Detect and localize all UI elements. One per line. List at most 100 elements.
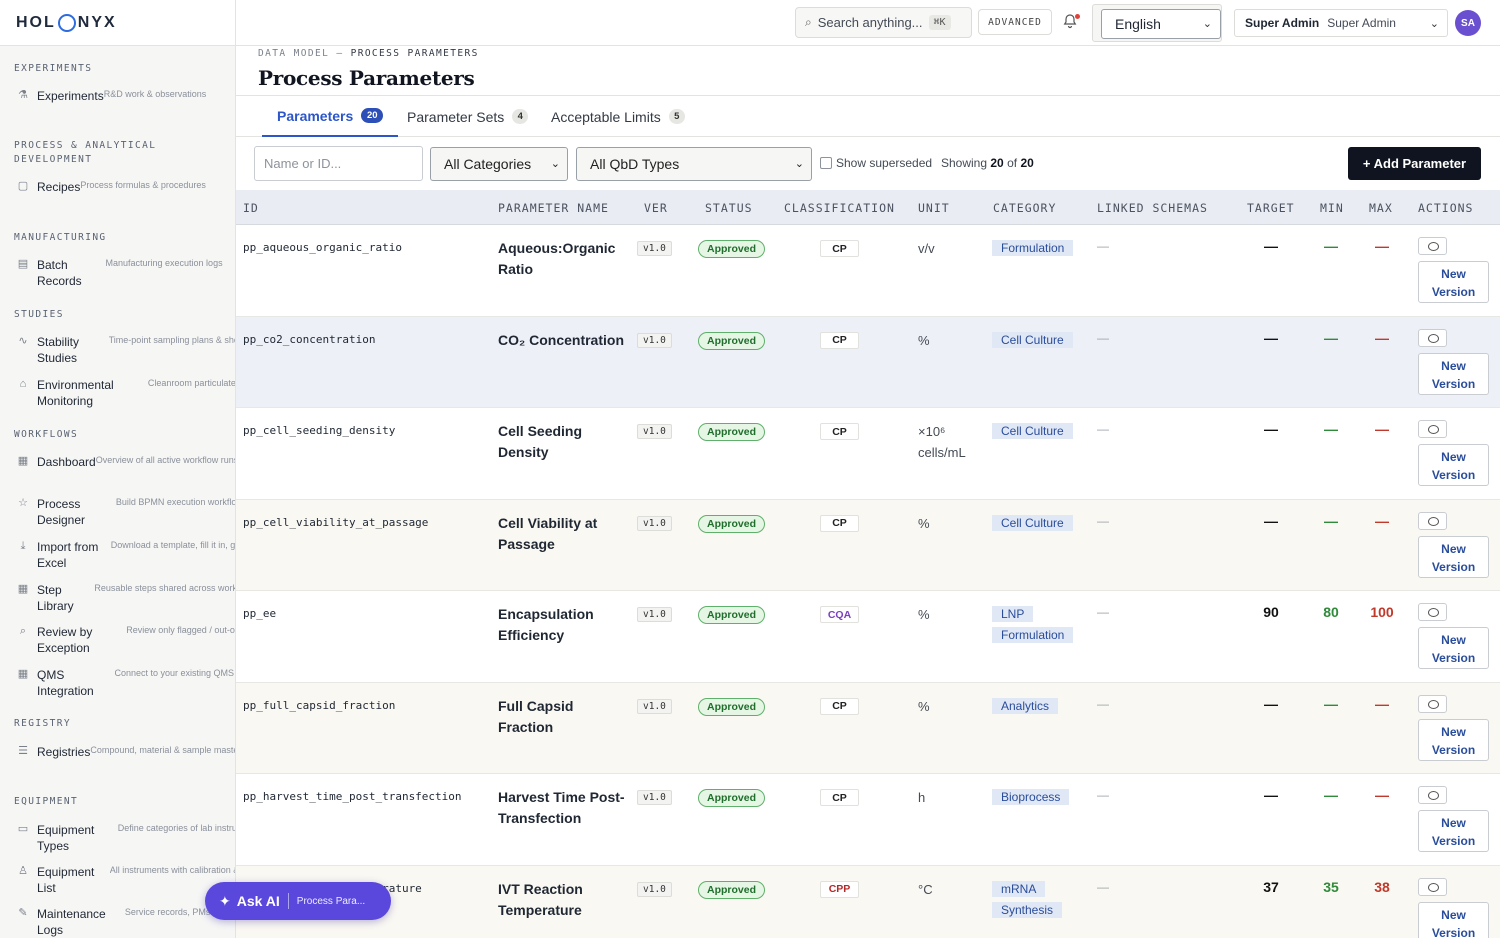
status-badge: Approved: [698, 331, 766, 350]
new-version-button[interactable]: New Version: [1418, 901, 1489, 938]
param-name[interactable]: CO₂ Concentration: [498, 331, 624, 348]
col-ver[interactable]: VER: [644, 201, 668, 215]
sidebar-item-experiments[interactable]: ⚗ Experiments R&D work & observations: [14, 88, 235, 104]
table-row[interactable]: pp_cell_viability_at_passage Cell Viabili…: [236, 499, 1500, 591]
sidebar-item-qms-integration[interactable]: ▦ QMS Integration Connect to your existing…: [14, 667, 235, 699]
name-or-id-input[interactable]: Name or ID...: [254, 146, 423, 181]
avatar[interactable]: SA: [1455, 10, 1481, 36]
top-bar: ⌕ Search anything... ⌘K ADVANCED English…: [236, 0, 1500, 46]
sidebar-item-equipment-types[interactable]: ▭ Equipment Types Define categories of lab…: [14, 822, 235, 854]
param-id[interactable]: pp_aqueous_organic_ratio: [243, 241, 402, 254]
bell-icon: [1063, 14, 1077, 29]
user-menu[interactable]: Super Admin Super Admin ⌄: [1234, 9, 1448, 37]
param-id[interactable]: pp_cell_viability_at_passage: [243, 515, 429, 529]
chevron-down-icon: ⌄: [1429, 18, 1439, 30]
view-eye-icon[interactable]: [1418, 328, 1447, 347]
view-eye-icon[interactable]: [1418, 420, 1447, 438]
app-logo[interactable]: HOL NYX: [0, 0, 235, 46]
col-status[interactable]: STATUS: [705, 201, 753, 215]
tab-parameter-sets[interactable]: Parameter Sets 4: [407, 96, 529, 137]
sidebar-item-import-from-excel[interactable]: ⤓ Import from Excel Download a template, f…: [14, 539, 235, 571]
sidebar-item-stability-studies[interactable]: ∿ Stability Studies Time-point sampling pl…: [14, 334, 235, 366]
col-unit[interactable]: UNIT: [918, 201, 950, 215]
view-eye-icon[interactable]: [1418, 603, 1447, 621]
notifications-bell-icon[interactable]: [1062, 13, 1082, 33]
col-linked-schemas[interactable]: LINKED SCHEMAS: [1097, 201, 1208, 215]
param-name[interactable]: Cell Seeding Density: [498, 423, 583, 460]
col-target[interactable]: TARGET: [1247, 201, 1295, 215]
param-id[interactable]: pp_co2_concentration: [243, 332, 376, 346]
show-superseded-label[interactable]: Show superseded: [836, 156, 933, 170]
param-name[interactable]: Aqueous:Organic Ratio: [498, 240, 616, 277]
sidebar-item-equipment-list[interactable]: ♙ Equipment List All instruments with cali…: [14, 864, 235, 896]
col-parameter-name[interactable]: PARAMETER NAME: [498, 201, 609, 215]
col-category[interactable]: CATEGORY: [993, 201, 1057, 215]
new-version-button[interactable]: New Version: [1418, 627, 1489, 669]
view-eye-icon[interactable]: [1418, 511, 1447, 530]
table-row[interactable]: pp_ee Encapsulation Efficiency v1.0 Approve…: [236, 591, 1500, 683]
table-row[interactable]: pp_co2_concentration CO₂ Concentration v1.…: [236, 316, 1500, 408]
col-max[interactable]: MAX: [1369, 201, 1393, 215]
param-id[interactable]: pp_ee: [243, 607, 277, 620]
sidebar-item-step-library[interactable]: ▦ Step Library Reusable steps shared acros…: [14, 582, 235, 614]
sidebar-item-environmental-monitoring[interactable]: ⌂ Environmental Monitoring Cleanroom parti…: [14, 377, 235, 409]
briefcase-icon: ▭: [17, 823, 29, 835]
param-name[interactable]: Full Capsid Fraction: [498, 697, 574, 735]
param-id[interactable]: pp_harvest_time_post_transfection: [243, 790, 462, 803]
param-unit: °C: [918, 881, 933, 897]
wrench-icon: ✎: [18, 907, 28, 919]
new-version-button[interactable]: New Version: [1418, 352, 1489, 395]
version-badge: v1.0: [637, 424, 672, 439]
breadcrumb-root[interactable]: DATA MODEL: [258, 48, 330, 59]
col-id[interactable]: ID: [243, 201, 259, 215]
category-select[interactable]: All Categories ⌄: [430, 147, 568, 181]
add-parameter-button[interactable]: + Add Parameter: [1348, 147, 1481, 180]
param-id[interactable]: pp_cell_seeding_density: [243, 424, 396, 437]
sidebar-item-batch-records[interactable]: ▤ Batch Records Manufacturing execution lo…: [14, 257, 235, 289]
new-version-button[interactable]: New Version: [1418, 718, 1489, 761]
new-version-button[interactable]: New Version: [1418, 261, 1489, 303]
tab-bar: Parameters 20 Parameter Sets 4 Acceptabl…: [236, 95, 1500, 137]
view-eye-icon[interactable]: [1418, 877, 1447, 896]
tab-acceptable-limits[interactable]: Acceptable Limits 5: [551, 96, 685, 137]
table-row[interactable]: pp_ivt_reaction_temperatureIVT Reaction …: [236, 865, 1500, 938]
view-eye-icon[interactable]: [1418, 694, 1447, 713]
ask-ai-divider: [287, 893, 289, 909]
table-row[interactable]: pp_cell_seeding_density Cell Seeding Dens…: [236, 408, 1500, 500]
tab-parameters[interactable]: Parameters 20: [262, 96, 399, 137]
new-version-button[interactable]: New Version: [1418, 444, 1489, 486]
sidebar-item-label: Import from Excel: [37, 540, 99, 570]
sidebar-item-dashboard[interactable]: ▦ Dashboard Overview of all active workflo…: [14, 454, 235, 470]
show-superseded-checkbox[interactable]: [820, 157, 832, 169]
table-row[interactable]: pp_aqueous_organic_ratio Aqueous:Organic …: [236, 225, 1500, 317]
table-row[interactable]: pp_harvest_time_post_transfection Harvest…: [236, 774, 1500, 866]
sidebar-item-registries[interactable]: ☰ Registries Compound, material & sample m…: [14, 744, 235, 760]
qbd-type-select[interactable]: All QbD Types ⌄: [576, 147, 812, 181]
view-eye-icon[interactable]: [1418, 237, 1447, 255]
col-min[interactable]: MIN: [1320, 201, 1344, 215]
global-search[interactable]: ⌕ Search anything... ⌘K: [795, 7, 972, 38]
col-classification[interactable]: CLASSIFICATION: [784, 201, 895, 215]
new-version-button[interactable]: New Version: [1418, 810, 1489, 852]
sidebar-item-process-designer[interactable]: ☆ Process Designer Build BPMN execution wo…: [14, 496, 235, 528]
classification-badge: CQA: [820, 606, 859, 623]
param-name[interactable]: Harvest Time Post-Transfection: [498, 789, 625, 826]
view-eye-icon[interactable]: [1418, 786, 1447, 804]
new-version-button[interactable]: New Version: [1418, 535, 1489, 578]
param-id[interactable]: pp_full_capsid_fraction: [243, 698, 396, 712]
target-value: —: [1264, 238, 1278, 254]
sidebar-section-title: WORKFLOWS: [14, 429, 79, 440]
param-name[interactable]: Cell Viability at Passage: [498, 514, 598, 552]
param-name[interactable]: IVT Reaction Temperature: [498, 880, 583, 918]
advanced-search-button[interactable]: ADVANCED: [978, 9, 1052, 35]
ask-ai-button[interactable]: ✦ Ask AI Process Para...: [205, 882, 391, 920]
sidebar-item-review-by-exception[interactable]: ⌕ Review by Exception Review only flagged …: [14, 624, 235, 656]
download-icon: ⤓: [20, 540, 26, 552]
language-select[interactable]: English ⌄: [1101, 9, 1221, 39]
table-row[interactable]: pp_full_capsid_fraction Full Capsid Fract…: [236, 682, 1500, 774]
param-name[interactable]: Encapsulation Efficiency: [498, 606, 594, 643]
flask-icon: ⚗: [18, 89, 28, 101]
sidebar-item-recipes[interactable]: ▢ Recipes Process formulas & procedures: [14, 179, 235, 195]
max-value: —: [1375, 695, 1389, 712]
